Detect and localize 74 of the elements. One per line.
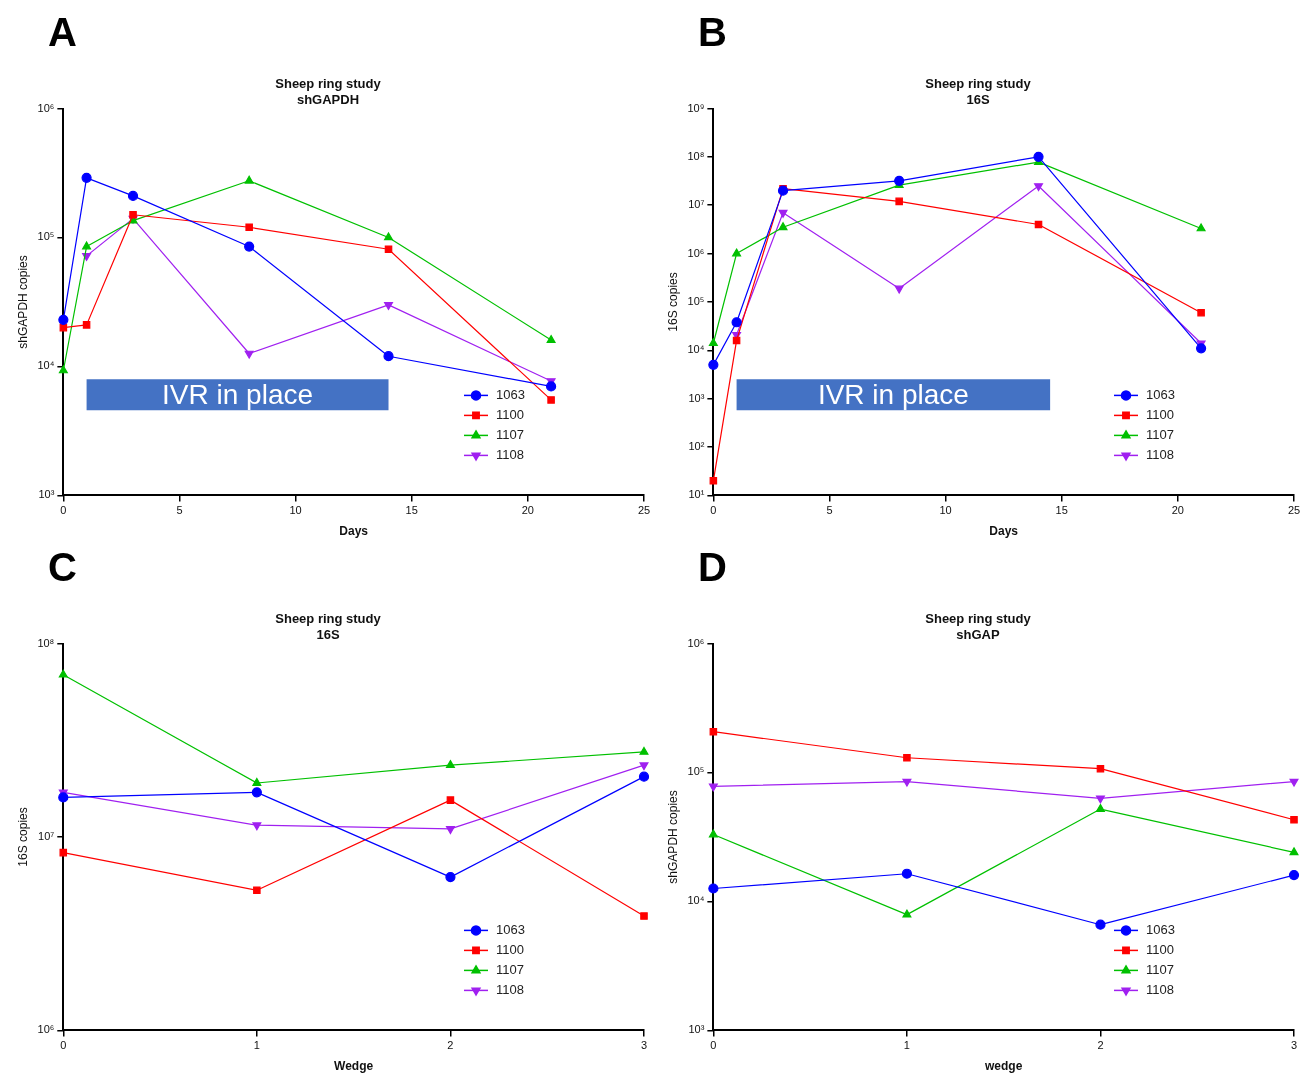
y-tick-label: 10⁵ <box>687 294 705 307</box>
chart-title: Sheep ring study 16S <box>275 610 382 642</box>
legend-label: 1100 <box>496 941 524 957</box>
text: C <box>48 545 77 590</box>
chart-title: Sheep ring study 16S <box>925 75 1032 107</box>
y-tick-label: 10⁷ <box>688 198 705 211</box>
x-tick-label: 0 <box>60 504 67 517</box>
legend-label: 1107 <box>1146 961 1174 977</box>
y-tick-label: 10⁶ <box>687 636 705 649</box>
y-tick-label: 10¹ <box>688 488 705 501</box>
x-tick-label: 20 <box>521 504 534 517</box>
x-tick-label: 10 <box>289 504 302 517</box>
legend-label: 1063 <box>496 921 525 937</box>
legend-label: 1063 <box>1146 386 1175 402</box>
y-tick-label: 10⁵ <box>37 230 55 243</box>
legend-label: 1100 <box>496 406 524 422</box>
x-tick-label: 1 <box>903 1039 910 1052</box>
y-tick-label: 10³ <box>688 391 705 404</box>
x-tick-label: 0 <box>710 504 717 517</box>
x-tick-label: 1 <box>253 1039 260 1052</box>
y-tick-label: 10³ <box>688 1023 705 1036</box>
y-tick-label: 10⁶ <box>37 1023 55 1036</box>
x-axis-title: Wedge <box>334 1059 374 1074</box>
chart-title: Sheep ring study shGAPDH <box>275 75 382 107</box>
legend-label: 1108 <box>1146 981 1174 997</box>
x-tick-label: 25 <box>637 504 651 517</box>
y-tick-label: 10⁴ <box>687 343 705 356</box>
legend-label: 1107 <box>1146 426 1174 442</box>
x-tick-label: 3 <box>1290 1039 1298 1052</box>
text: A <box>48 10 77 55</box>
band-label: IVR in place <box>817 378 969 410</box>
x-tick-label: 5 <box>826 504 833 517</box>
legend-label: 1108 <box>496 446 524 462</box>
legend-label: 1063 <box>496 386 525 402</box>
y-tick-label: 10⁴ <box>37 359 55 372</box>
legend-label: 1107 <box>496 426 524 442</box>
y-axis-title: 16S copies <box>665 272 680 332</box>
y-axis-title: shGAPDH copies <box>665 790 680 884</box>
x-axis-title: Days <box>339 524 369 539</box>
legend-label: 1107 <box>496 961 524 977</box>
band-label: IVR in place <box>162 378 314 410</box>
x-tick-label: 3 <box>640 1039 648 1052</box>
y-tick-label: 10⁵ <box>687 765 705 778</box>
y-axis-title: 16S copies <box>15 807 30 867</box>
y-tick-label: 10³ <box>38 488 55 501</box>
y-tick-label: 10⁹ <box>687 101 705 114</box>
x-tick-label: 10 <box>939 504 952 517</box>
x-tick-label: 15 <box>1055 504 1068 517</box>
legend-label: 1100 <box>1146 941 1174 957</box>
text: D <box>698 545 727 590</box>
x-axis-title: Days <box>989 524 1019 539</box>
y-tick-label: 10⁸ <box>37 636 55 649</box>
legend-label: 1108 <box>496 981 524 997</box>
x-tick-label: 2 <box>1097 1039 1104 1052</box>
y-tick-label: 10⁶ <box>687 246 705 259</box>
x-axis-title: wedge <box>984 1059 1023 1074</box>
x-tick-label: 5 <box>176 504 183 517</box>
x-tick-label: 25 <box>1287 504 1301 517</box>
y-tick-label: 10⁸ <box>687 149 705 162</box>
text: B <box>698 10 727 55</box>
legend-label: 1063 <box>1146 921 1175 937</box>
x-tick-label: 20 <box>1171 504 1184 517</box>
legend-label: 1100 <box>1146 406 1174 422</box>
y-tick-label: 10⁴ <box>687 894 705 907</box>
y-tick-label: 10² <box>688 440 705 453</box>
y-axis-title: shGAPDH copies <box>15 255 30 349</box>
x-tick-label: 15 <box>405 504 418 517</box>
legend-label: 1108 <box>1146 446 1174 462</box>
x-tick-label: 2 <box>447 1039 454 1052</box>
x-tick-label: 0 <box>60 1039 67 1052</box>
chart-title: Sheep ring study shGAP <box>925 610 1032 642</box>
y-tick-label: 10⁷ <box>38 829 55 842</box>
y-tick-label: 10⁶ <box>37 101 55 114</box>
x-tick-label: 0 <box>710 1039 717 1052</box>
